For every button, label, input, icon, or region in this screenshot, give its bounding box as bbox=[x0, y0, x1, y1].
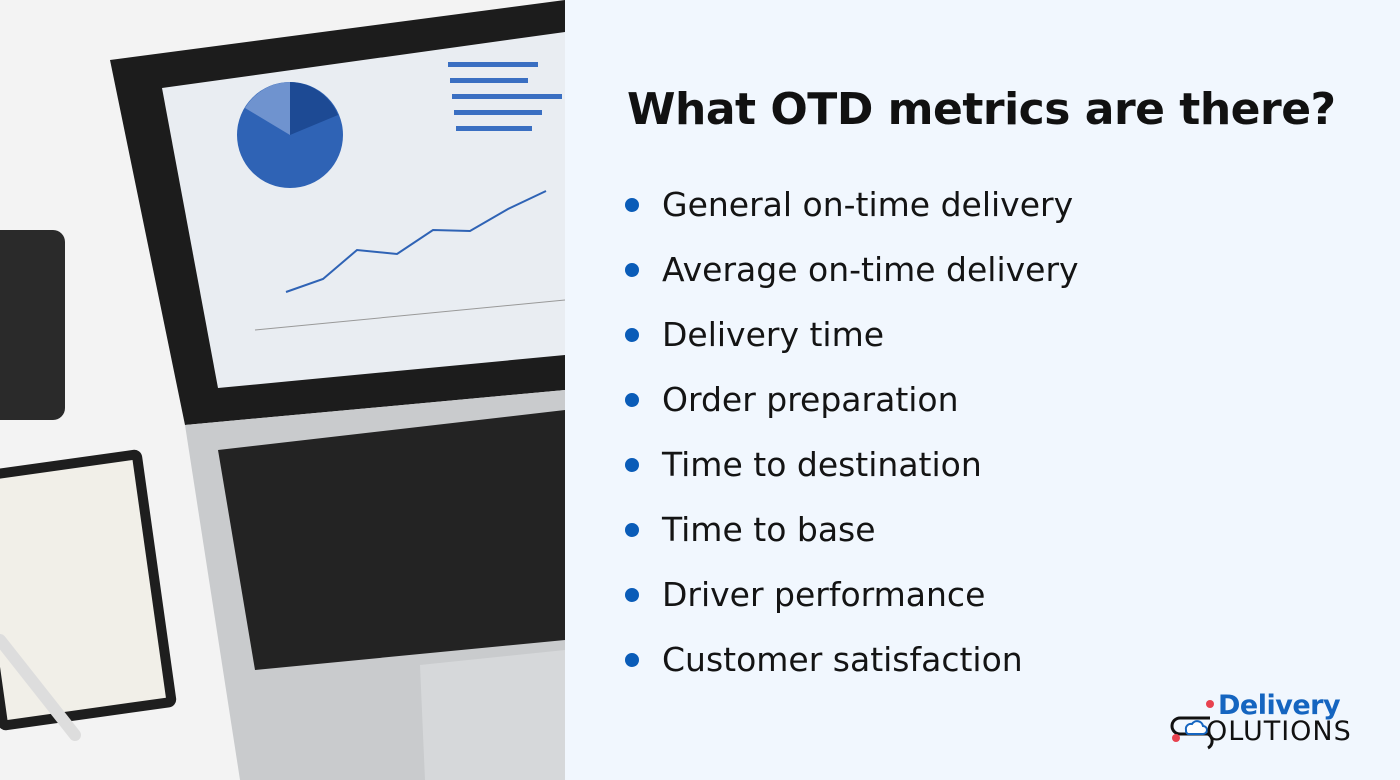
bullet-icon bbox=[625, 197, 639, 212]
bullet-icon bbox=[625, 392, 639, 407]
delivery-solutions-logo: Delivery OLUTIONS bbox=[1170, 690, 1370, 750]
logo-text-solutions: OLUTIONS bbox=[1206, 716, 1352, 747]
bullet-icon bbox=[625, 457, 639, 472]
laptop-photo bbox=[0, 0, 565, 780]
metric-label: Delivery time bbox=[662, 315, 885, 354]
bullet-icon bbox=[625, 652, 639, 667]
list-item: Delivery time bbox=[625, 302, 1079, 367]
keyboard bbox=[218, 410, 565, 670]
list-item: Time to base bbox=[625, 497, 1079, 562]
route-s-icon bbox=[1170, 700, 1214, 750]
pen bbox=[0, 634, 81, 741]
metric-label: General on-time delivery bbox=[662, 185, 1074, 224]
metric-label: Time to destination bbox=[662, 445, 982, 484]
page-title: What OTD metrics are there? bbox=[627, 84, 1336, 135]
metric-label: Time to base bbox=[662, 510, 876, 549]
logo-text-delivery: Delivery bbox=[1218, 690, 1341, 721]
bullet-icon bbox=[625, 522, 639, 537]
bullet-icon bbox=[625, 262, 639, 277]
list-item: Average on-time delivery bbox=[625, 237, 1079, 302]
laptop-illustration bbox=[0, 0, 565, 780]
list-item: Time to destination bbox=[625, 432, 1079, 497]
metric-label: Average on-time delivery bbox=[662, 250, 1079, 289]
metric-label: Customer satisfaction bbox=[662, 640, 1023, 679]
phone bbox=[0, 230, 65, 420]
bullet-icon bbox=[625, 327, 639, 342]
list-item: Driver performance bbox=[625, 562, 1079, 627]
content-panel: What OTD metrics are there? General on-t… bbox=[565, 0, 1400, 780]
metric-label: Order preparation bbox=[662, 380, 959, 419]
list-item: Customer satisfaction bbox=[625, 627, 1079, 692]
list-item: General on-time delivery bbox=[625, 172, 1079, 237]
trackpad bbox=[420, 650, 565, 780]
metrics-list: General on-time delivery Average on-time… bbox=[625, 172, 1079, 692]
list-item: Order preparation bbox=[625, 367, 1079, 432]
bullet-icon bbox=[625, 587, 639, 602]
metric-label: Driver performance bbox=[662, 575, 986, 614]
